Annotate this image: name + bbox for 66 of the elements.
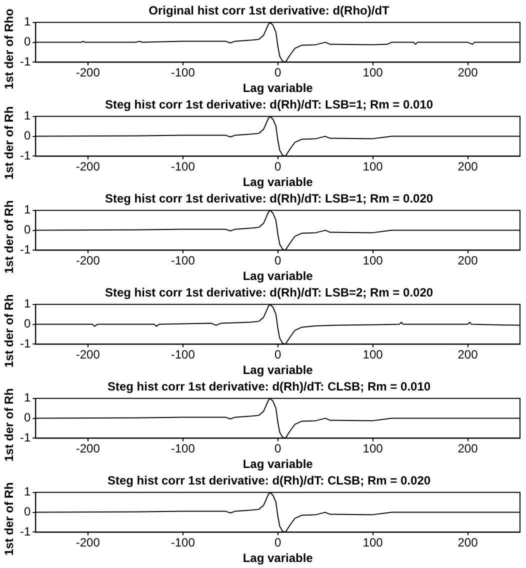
- x-tick-label: 200: [458, 254, 478, 268]
- x-tick-label: 100: [362, 536, 384, 550]
- y-axis-title: 1st der of Rh: [2, 294, 16, 368]
- chart-title: Steg hist corr 1st derivative: d(Rh)/dT: LSB=2; Rm = 0.020: [104, 286, 434, 300]
- x-tick-label: 200: [458, 348, 478, 362]
- y-axis-title: 1st der of Rh: [2, 482, 16, 556]
- x-tick-label: 200: [458, 442, 478, 456]
- x-tick-label: -100: [170, 160, 196, 174]
- y-tick-label: 1: [24, 108, 31, 123]
- x-tick-label: 0: [274, 254, 282, 268]
- y-tick-label: -1: [20, 148, 31, 163]
- x-tick-label: -100: [170, 66, 196, 80]
- y-axis-title: 1st der of Rh: [2, 106, 16, 180]
- x-tick-label: -200: [76, 66, 100, 80]
- x-tick-label: -200: [76, 442, 100, 456]
- y-tick-label: 0: [24, 410, 31, 425]
- x-tick-label: -100: [170, 348, 196, 362]
- y-tick-label: 0: [24, 504, 31, 519]
- y-axis-title: 1st der of Rh: [2, 388, 16, 462]
- chart-title: Steg hist corr 1st derivative: d(Rh)/dT: CLSB; Rm = 0.020: [107, 474, 431, 488]
- x-tick-label: -200: [76, 254, 100, 268]
- x-tick-label: 0: [274, 348, 282, 362]
- y-tick-label: -1: [20, 430, 31, 445]
- x-axis-title: Lag variable: [242, 269, 314, 284]
- y-axis-title: 1st der of Rho: [2, 8, 16, 90]
- x-tick-label: 100: [362, 254, 384, 268]
- x-tick-label: 0: [274, 442, 282, 456]
- y-tick-label: -1: [20, 336, 31, 351]
- x-tick-label: -100: [170, 536, 196, 550]
- x-axis-title: Lag variable: [242, 363, 314, 378]
- x-tick-label: 200: [458, 160, 478, 174]
- y-tick-label: 1: [24, 390, 31, 405]
- y-tick-label: 0: [24, 34, 31, 49]
- y-tick-label: 0: [24, 128, 31, 143]
- x-tick-label: -100: [170, 254, 196, 268]
- y-tick-label: -1: [20, 524, 31, 539]
- y-tick-label: -1: [20, 54, 31, 69]
- x-axis-title: Lag variable: [242, 81, 314, 96]
- x-tick-label: 200: [458, 536, 478, 550]
- x-axis-title: Lag variable: [242, 551, 314, 566]
- y-tick-label: 0: [24, 222, 31, 237]
- x-tick-label: 200: [458, 66, 478, 80]
- y-tick-label: 1: [24, 484, 31, 499]
- x-tick-label: 100: [362, 66, 384, 80]
- y-tick-label: 1: [24, 14, 31, 29]
- chart-title: Steg hist corr 1st derivative: d(Rh)/dT: CLSB; Rm = 0.010: [107, 380, 431, 394]
- x-tick-label: 100: [362, 348, 384, 362]
- chart-title: Steg hist corr 1st derivative: d(Rh)/dT: LSB=1; Rm = 0.010: [104, 98, 434, 112]
- x-tick-label: 100: [362, 160, 384, 174]
- y-axis-title: 1st der of Rh: [2, 200, 16, 274]
- x-tick-label: -200: [76, 348, 100, 362]
- x-axis-title: Lag variable: [242, 175, 314, 190]
- chart-title: Original hist corr 1st derivative: d(Rho)/dT: [148, 4, 390, 18]
- x-tick-label: -200: [76, 160, 100, 174]
- y-tick-label: 1: [24, 296, 31, 311]
- x-tick-label: 0: [274, 66, 282, 80]
- x-tick-label: 0: [274, 160, 282, 174]
- y-tick-label: 1: [24, 202, 31, 217]
- y-tick-label: -1: [20, 242, 31, 257]
- x-tick-label: 0: [274, 536, 282, 550]
- y-tick-label: 0: [24, 316, 31, 331]
- x-tick-label: 100: [362, 442, 384, 456]
- x-tick-label: -200: [76, 536, 100, 550]
- x-tick-label: -100: [170, 442, 196, 456]
- chart-title: Steg hist corr 1st derivative: d(Rh)/dT: LSB=1; Rm = 0.020: [104, 192, 434, 206]
- x-axis-title: Lag variable: [242, 457, 314, 472]
